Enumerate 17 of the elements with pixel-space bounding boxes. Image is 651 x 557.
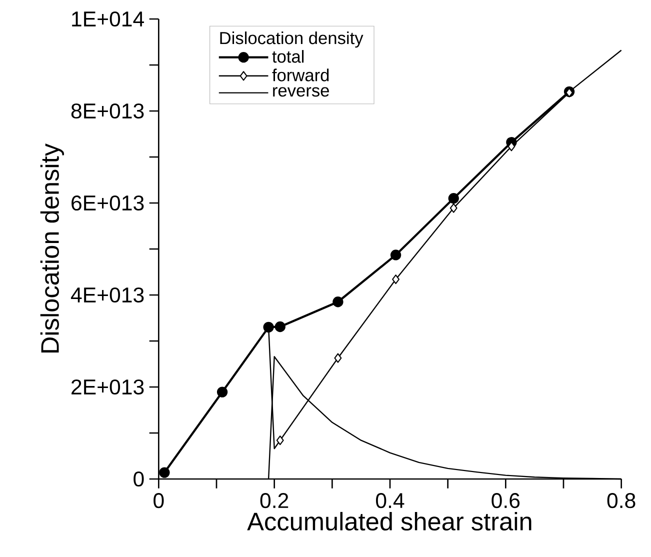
- x-axis-title: Accumulated shear strain: [247, 512, 532, 531]
- y-tick-label: 2E+013: [72, 379, 144, 395]
- y-tick-label: 1E+014: [72, 11, 144, 27]
- x-tick-label: 0.4: [376, 493, 404, 508]
- x-tick-label: 0: [154, 493, 164, 508]
- y-tick-label: 6E+013: [72, 195, 144, 211]
- legend-title: Dislocation density: [220, 31, 364, 48]
- y-tick-label: 0: [134, 471, 144, 487]
- y-tick-label: 4E+013: [70, 287, 144, 303]
- y-axis-title: Dislocation density: [40, 144, 64, 353]
- legend-label: total: [272, 50, 304, 63]
- x-tick-label: 0.2: [260, 493, 288, 508]
- legend-label: forward: [272, 68, 329, 82]
- y-tick-label: 8E+013: [71, 103, 144, 119]
- x-tick-label: 0.8: [607, 493, 636, 508]
- x-tick-label: 0.6: [492, 493, 520, 508]
- legend-label: reverse: [273, 87, 329, 97]
